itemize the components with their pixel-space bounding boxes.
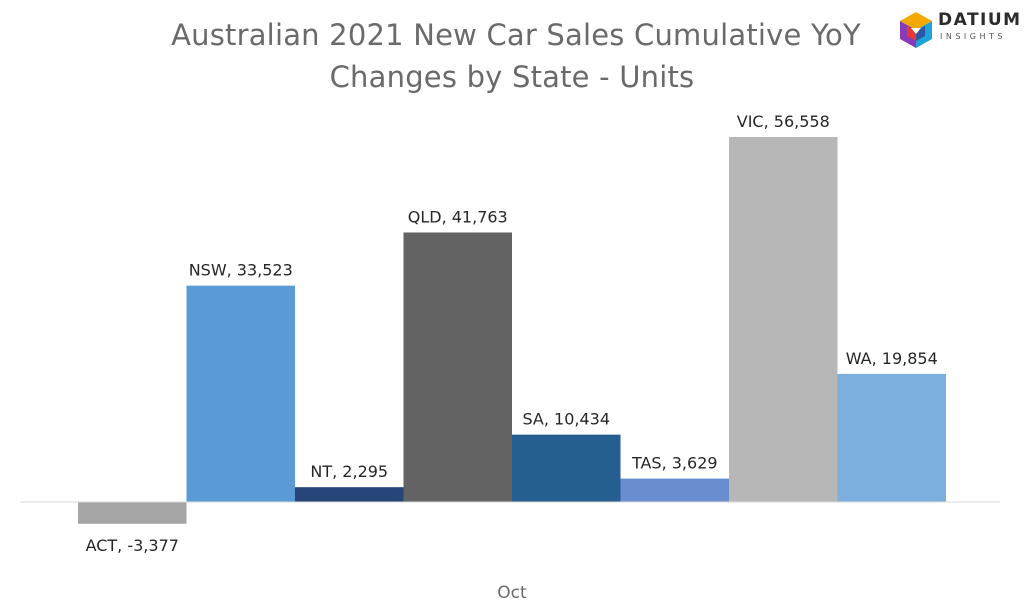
bar-nsw [186,285,295,502]
data-label-sa: SA, 10,434 [522,410,610,429]
data-label-nsw: NSW, 33,523 [189,261,293,280]
bar-act [78,502,187,524]
chart-title-line-2: Changes by State - Units [329,60,695,94]
datium-logo [900,12,932,48]
data-labels-group: ACT, -3,377 NSW, 33,523 NT, 2,295 QLD, 41,7… [86,112,938,555]
chart-title-line-1: Australian 2021 New Car Sales Cumulative… [171,18,861,52]
bar-nt [295,487,404,502]
logo-wordmark: DATIUM [938,10,1022,30]
x-axis-label: Oct [497,583,527,603]
data-label-nt: NT, 2,295 [310,462,388,481]
bar-tas [620,478,729,502]
data-label-act: ACT, -3,377 [86,536,179,555]
data-label-tas: TAS, 3,629 [631,454,718,473]
logo-cube-cut [911,28,921,34]
bars-group [78,137,946,524]
data-label-wa: WA, 19,854 [846,349,938,368]
chart-title: Australian 2021 New Car Sales Cumulative… [0,14,1024,98]
bar-wa [837,373,946,502]
logo-subtitle: INSIGHTS [940,32,1006,41]
datium-cube-icon [900,12,932,48]
bar-qld [403,232,512,503]
data-label-qld: QLD, 41,763 [408,207,508,226]
data-label-vic: VIC, 56,558 [737,112,830,131]
bar-sa [512,434,621,502]
bar-vic [729,137,838,502]
